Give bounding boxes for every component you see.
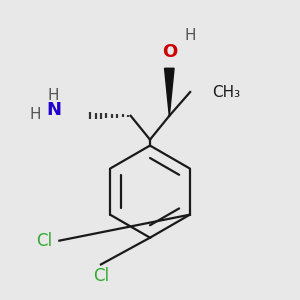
Text: H: H xyxy=(184,28,196,43)
Text: Cl: Cl xyxy=(36,232,52,250)
Text: Cl: Cl xyxy=(93,267,109,285)
Text: H: H xyxy=(30,107,41,122)
Text: H: H xyxy=(48,88,59,103)
Text: CH₃: CH₃ xyxy=(212,85,241,100)
Text: N: N xyxy=(46,101,61,119)
Polygon shape xyxy=(165,68,174,116)
Text: O: O xyxy=(162,43,177,61)
